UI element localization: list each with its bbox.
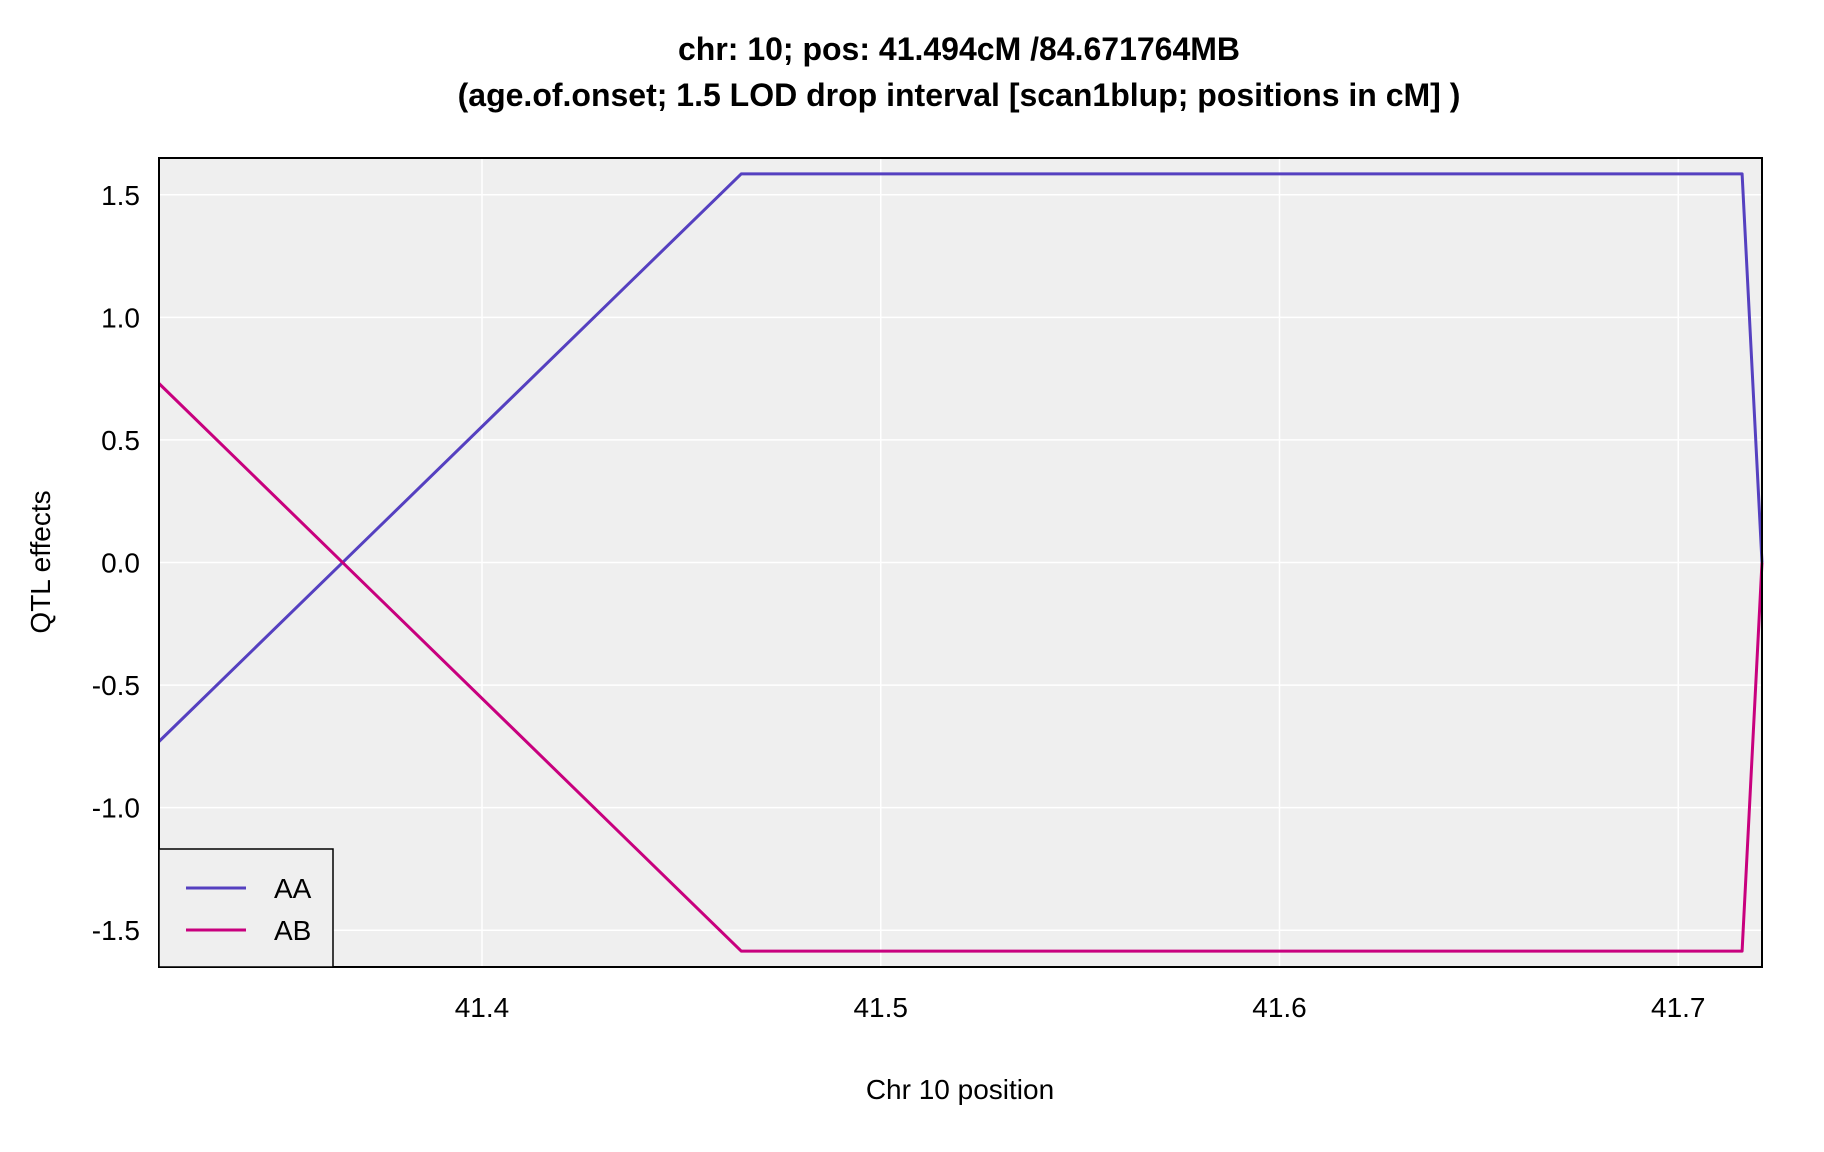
legend-label-aa: AA — [274, 873, 312, 904]
y-tick-label: 1.5 — [101, 180, 140, 211]
y-tick-label: -1.5 — [92, 915, 140, 946]
x-tick-label: 41.4 — [455, 992, 510, 1023]
y-tick-label: 1.0 — [101, 302, 140, 333]
legend: AA AB — [158, 848, 334, 968]
y-tick-label: -1.0 — [92, 793, 140, 824]
legend-box — [158, 848, 334, 968]
grid — [159, 158, 1762, 967]
series-line-aa — [157, 172, 1764, 743]
plot-frame — [158, 157, 1763, 968]
chart-title: chr: 10; pos: 41.494cM /84.671764MB — [678, 31, 1240, 67]
y-axis: 1.5 1.0 0.5 0.0 -0.5 -1.0 -1.5 — [92, 180, 140, 946]
y-tick-label: 0.5 — [101, 425, 140, 456]
x-tick-label: 41.5 — [853, 992, 908, 1023]
y-tick-label: 0.0 — [101, 548, 140, 579]
series-layer — [157, 172, 1764, 953]
y-tick-label: -0.5 — [92, 670, 140, 701]
x-tick-label: 41.6 — [1252, 992, 1307, 1023]
y-axis-label: QTL effects — [25, 490, 56, 633]
x-axis-label: Chr 10 position — [866, 1074, 1054, 1105]
chart-subtitle: (age.of.onset; 1.5 LOD drop interval [sc… — [458, 77, 1461, 113]
x-tick-label: 41.7 — [1651, 992, 1706, 1023]
legend-label-ab: AB — [274, 915, 311, 946]
series-line-ab — [157, 382, 1764, 953]
x-axis: 41.4 41.5 41.6 41.7 — [455, 992, 1706, 1023]
